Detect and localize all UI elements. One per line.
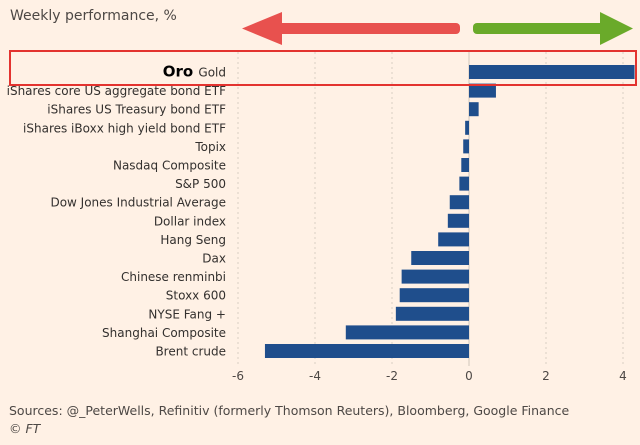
- highlight-box: [9, 50, 637, 86]
- bar: [463, 139, 469, 154]
- category-label: Stoxx 600: [166, 289, 226, 303]
- bar: [469, 102, 479, 117]
- category-label: Brent crude: [155, 345, 226, 359]
- right-arrow-icon: [473, 12, 633, 45]
- category-name: Gold: [198, 66, 226, 80]
- x-tick-label: 4: [619, 369, 627, 383]
- category-label: NYSE Fang +: [148, 307, 226, 321]
- category-label: Hang Seng: [160, 233, 226, 247]
- x-tick-label: 2: [542, 369, 550, 383]
- x-tick-label: -6: [232, 369, 244, 383]
- category-label: iShares iBoxx high yield bond ETF: [23, 121, 226, 135]
- category-label: iShares core US aggregate bond ETF: [7, 84, 226, 98]
- bar: [449, 195, 469, 210]
- category-label: Topix: [194, 140, 226, 154]
- bar: [399, 288, 469, 303]
- bar: [469, 83, 496, 98]
- bar: [264, 344, 469, 358]
- bar: [469, 65, 635, 79]
- highlight-annotation: Oro: [163, 63, 199, 81]
- left-arrow-icon: [242, 12, 460, 45]
- chart-title: Weekly performance, %: [10, 8, 177, 24]
- bar: [438, 232, 469, 247]
- bar: [461, 158, 469, 172]
- bars: [264, 65, 635, 358]
- bar: [401, 269, 469, 284]
- category-label: Dow Jones Industrial Average: [50, 196, 226, 210]
- bar: [465, 120, 469, 135]
- x-tick-label: -2: [386, 369, 398, 383]
- category-label: Shanghai Composite: [102, 326, 226, 340]
- bar: [459, 176, 469, 191]
- copyright: © FT: [9, 421, 41, 436]
- category-label: Oro Gold: [163, 63, 226, 81]
- bar: [345, 325, 469, 340]
- x-tick-label: -4: [309, 369, 321, 383]
- x-tick-labels: -6 -4 -2 0 2 4: [232, 369, 627, 383]
- category-label: Nasdaq Composite: [113, 159, 226, 173]
- category-label: Dollar index: [154, 214, 226, 228]
- bar: [411, 251, 469, 265]
- category-label: S&P 500: [175, 177, 226, 191]
- x-tick-label: 0: [465, 369, 473, 383]
- bar: [447, 213, 469, 228]
- bar: [395, 306, 469, 321]
- category-label: Chinese renminbi: [121, 270, 226, 284]
- direction-arrows: [242, 12, 633, 45]
- sources-note: Sources: @_PeterWells, Refinitiv (former…: [9, 403, 570, 418]
- category-label: Dax: [202, 252, 226, 266]
- category-labels: Oro Gold iShares core US aggregate bond E…: [7, 63, 226, 359]
- category-label: iShares US Treasury bond ETF: [47, 103, 226, 117]
